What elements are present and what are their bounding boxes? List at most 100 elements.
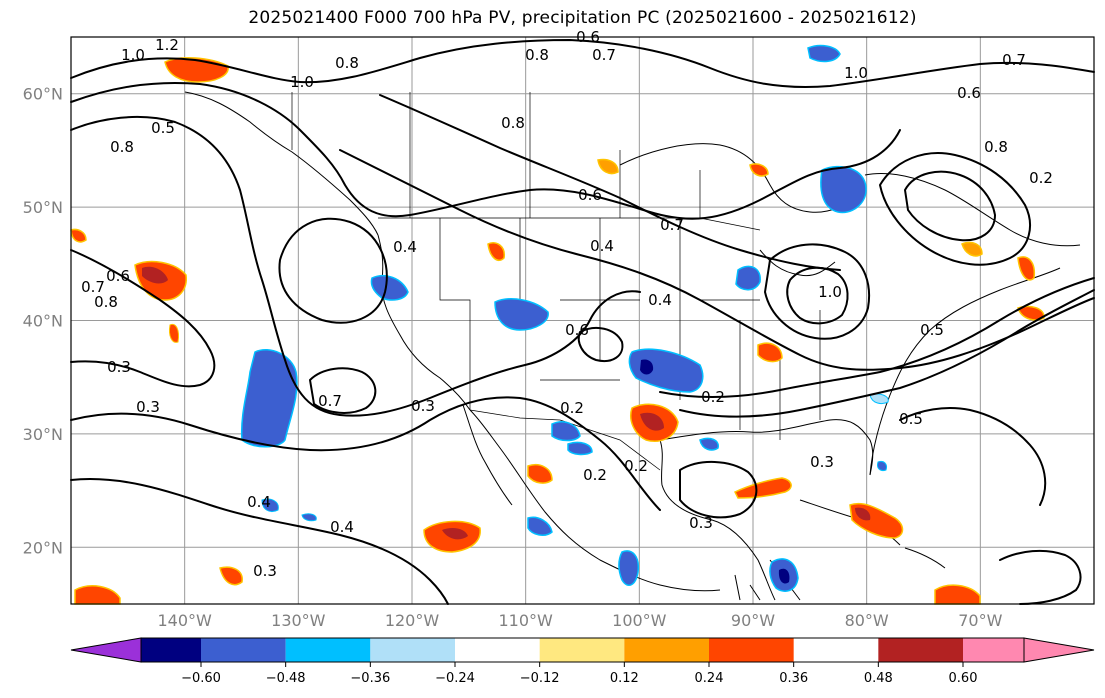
contour-label: 0.5 (899, 410, 923, 428)
colorbar-tick-label: 0.24 (695, 671, 724, 686)
hudson-bay (619, 143, 856, 213)
contour-label: 0.2 (624, 457, 648, 475)
precip-pc-shading (70, 44, 1045, 605)
contour-label: 0.4 (393, 238, 417, 256)
plot-frame (70, 36, 1095, 605)
contour-label: 0.3 (411, 397, 435, 415)
contour-label: 1.2 (155, 36, 179, 54)
colorbar-under-arrow (70, 637, 142, 663)
contour-label: 0.8 (501, 114, 525, 132)
contour-label: 0.6 (106, 267, 130, 285)
contour-label: 0.3 (689, 514, 713, 532)
contour-label: 0.2 (701, 388, 725, 406)
borders (291, 92, 821, 471)
contour-label: 0.6 (957, 84, 981, 102)
colorbar-segment (455, 638, 540, 662)
colorbar-tick-label: 0.60 (949, 671, 978, 686)
gulf-coast-mexico (659, 439, 776, 601)
contour-label: 0.5 (920, 321, 944, 339)
contour-label: 0.5 (151, 119, 175, 137)
gulf-coast-us (659, 419, 874, 476)
contour-label: 0.8 (984, 138, 1008, 156)
graticule (71, 37, 1094, 604)
baja-california (462, 404, 513, 506)
contour-label: 0.3 (810, 453, 834, 471)
lon-label: 120°W (385, 611, 440, 630)
colorbar-tick-label: −0.24 (435, 671, 475, 686)
positive-anomalies (70, 57, 1045, 605)
contour-label: 0.8 (110, 138, 134, 156)
lat-label: 50°N (23, 198, 63, 217)
province-borders (291, 92, 701, 218)
contour-label: 0.7 (81, 278, 105, 296)
contour-label: 0.8 (94, 293, 118, 311)
contour-label: 0.4 (247, 493, 271, 511)
colorbar-tick-label: −0.36 (350, 671, 390, 686)
alaska-bc-coast (184, 91, 379, 236)
lat-label: 40°N (23, 312, 63, 331)
contour-label: 0.3 (253, 562, 277, 580)
lon-label: 140°W (157, 611, 212, 630)
contour-label: 0.8 (525, 46, 549, 64)
colorbar: −0.60 −0.48 −0.36 −0.24 −0.12 0.12 0.24 0.36 0.4… (70, 637, 1095, 686)
contour-label: 0.6 (578, 186, 602, 204)
colorbar-tick-label: −0.60 (181, 671, 221, 686)
state-borders (439, 218, 821, 440)
contour-label: 0.7 (660, 216, 684, 234)
colorbar-tick-label: −0.12 (520, 671, 560, 686)
contour-label: 0.2 (560, 399, 584, 417)
mexico-pacific-coast (469, 409, 721, 592)
labrador-coast (864, 172, 1081, 247)
contour-label: 0.4 (330, 518, 354, 536)
colorbar-tick-label: 0.12 (610, 671, 639, 686)
pv-contours (70, 39, 1095, 605)
lon-label: 100°W (612, 611, 667, 630)
colorbar-over-arrow (1023, 637, 1095, 663)
contour-label: 0.3 (136, 398, 160, 416)
negative-anomalies (240, 44, 889, 592)
lat-label: 30°N (23, 425, 63, 444)
hispaniola (904, 547, 946, 569)
colorbar-segment (201, 638, 286, 662)
us-west-coast (377, 234, 471, 411)
lon-label: 110°W (498, 611, 553, 630)
lat-label: 60°N (23, 85, 63, 104)
contour-label: 1.0 (290, 73, 314, 91)
colorbar-segment (141, 638, 201, 662)
contour-label: 1.0 (844, 64, 868, 82)
colorbar-segment (878, 638, 963, 662)
colorbar-outline (140, 637, 1025, 663)
us-mexico-border (469, 409, 661, 471)
colorbar-segment (370, 638, 455, 662)
lon-label: 130°W (271, 611, 326, 630)
contour-label: 0.7 (318, 392, 342, 410)
contour-label: 1.0 (818, 283, 842, 301)
longitude-labels: 140°W 130°W 120°W 110°W 100°W 90°W 80°W 70°W (157, 611, 1002, 630)
contour-label: 0.2 (583, 466, 607, 484)
colorbar-segment (709, 638, 794, 662)
contour-label: 0.8 (335, 54, 359, 72)
lon-label: 90°W (731, 611, 775, 630)
contour-label: 0.3 (107, 358, 131, 376)
us-east-coast (869, 267, 1061, 476)
colorbar-tick-label: 0.36 (779, 671, 808, 686)
colorbar-segment (963, 638, 1024, 662)
colorbar-segment (285, 638, 371, 662)
figure-title: 2025021400 F000 700 hPa PV, precipitatio… (248, 8, 917, 28)
colorbar-tick-label: −0.48 (266, 671, 306, 686)
colorbar-tick-label: 0.48 (864, 671, 893, 686)
coastlines (184, 91, 1081, 601)
contour-label: 0.4 (648, 291, 672, 309)
contour-label: 1.0 (121, 46, 145, 64)
contour-label: 0.6 (565, 321, 589, 339)
contour-label: 0.4 (590, 237, 614, 255)
lon-label: 70°W (958, 611, 1002, 630)
contour-labels: 1.21.00.60.70.80.81.00.60.80.70.50.81.00… (81, 28, 1053, 580)
lat-label: 20°N (23, 538, 63, 557)
latitude-labels: 60°N 50°N 40°N 30°N 20°N (23, 85, 63, 558)
colorbar-segment (539, 638, 625, 662)
contour-label: 0.7 (592, 46, 616, 64)
contour-label: 0.7 (1002, 51, 1026, 69)
lon-label: 80°W (845, 611, 889, 630)
